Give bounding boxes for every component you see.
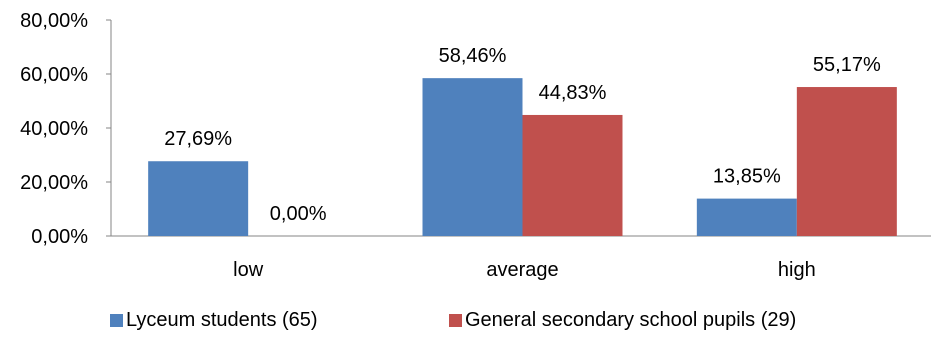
y-tick-label: 20,00%: [20, 172, 88, 194]
data-label: 13,85%: [713, 166, 781, 188]
data-label: 27,69%: [164, 128, 232, 150]
data-label: 58,46%: [439, 45, 507, 67]
y-tick-label: 60,00%: [20, 64, 88, 86]
bar: [696, 198, 797, 236]
bar: [148, 161, 249, 236]
data-label: 44,83%: [539, 82, 607, 104]
y-tick-label: 0,00%: [31, 226, 88, 248]
bar: [422, 78, 523, 237]
y-tick-label: 40,00%: [20, 118, 88, 140]
bar: [522, 114, 623, 236]
x-tick-label: high: [778, 259, 816, 281]
data-label: 55,17%: [813, 54, 881, 76]
legend-swatch: [110, 314, 123, 327]
legend-label: Lyceum students (65): [126, 309, 318, 331]
bar: [796, 87, 897, 236]
chart-bars: [148, 78, 897, 237]
legend-swatch: [449, 314, 462, 327]
chart-legend: Lyceum students (65) General secondary sc…: [110, 309, 796, 331]
chart-labels: 27,69% 0,00% low 58,46% 44,83% average 13,85% 5…: [164, 45, 881, 281]
x-tick-label: low: [233, 259, 264, 281]
data-label: 0,00%: [270, 203, 327, 225]
legend-label: General secondary school pupils (29): [465, 309, 796, 331]
y-tick-label: 80,00%: [20, 10, 88, 32]
x-tick-label: average: [486, 259, 558, 281]
